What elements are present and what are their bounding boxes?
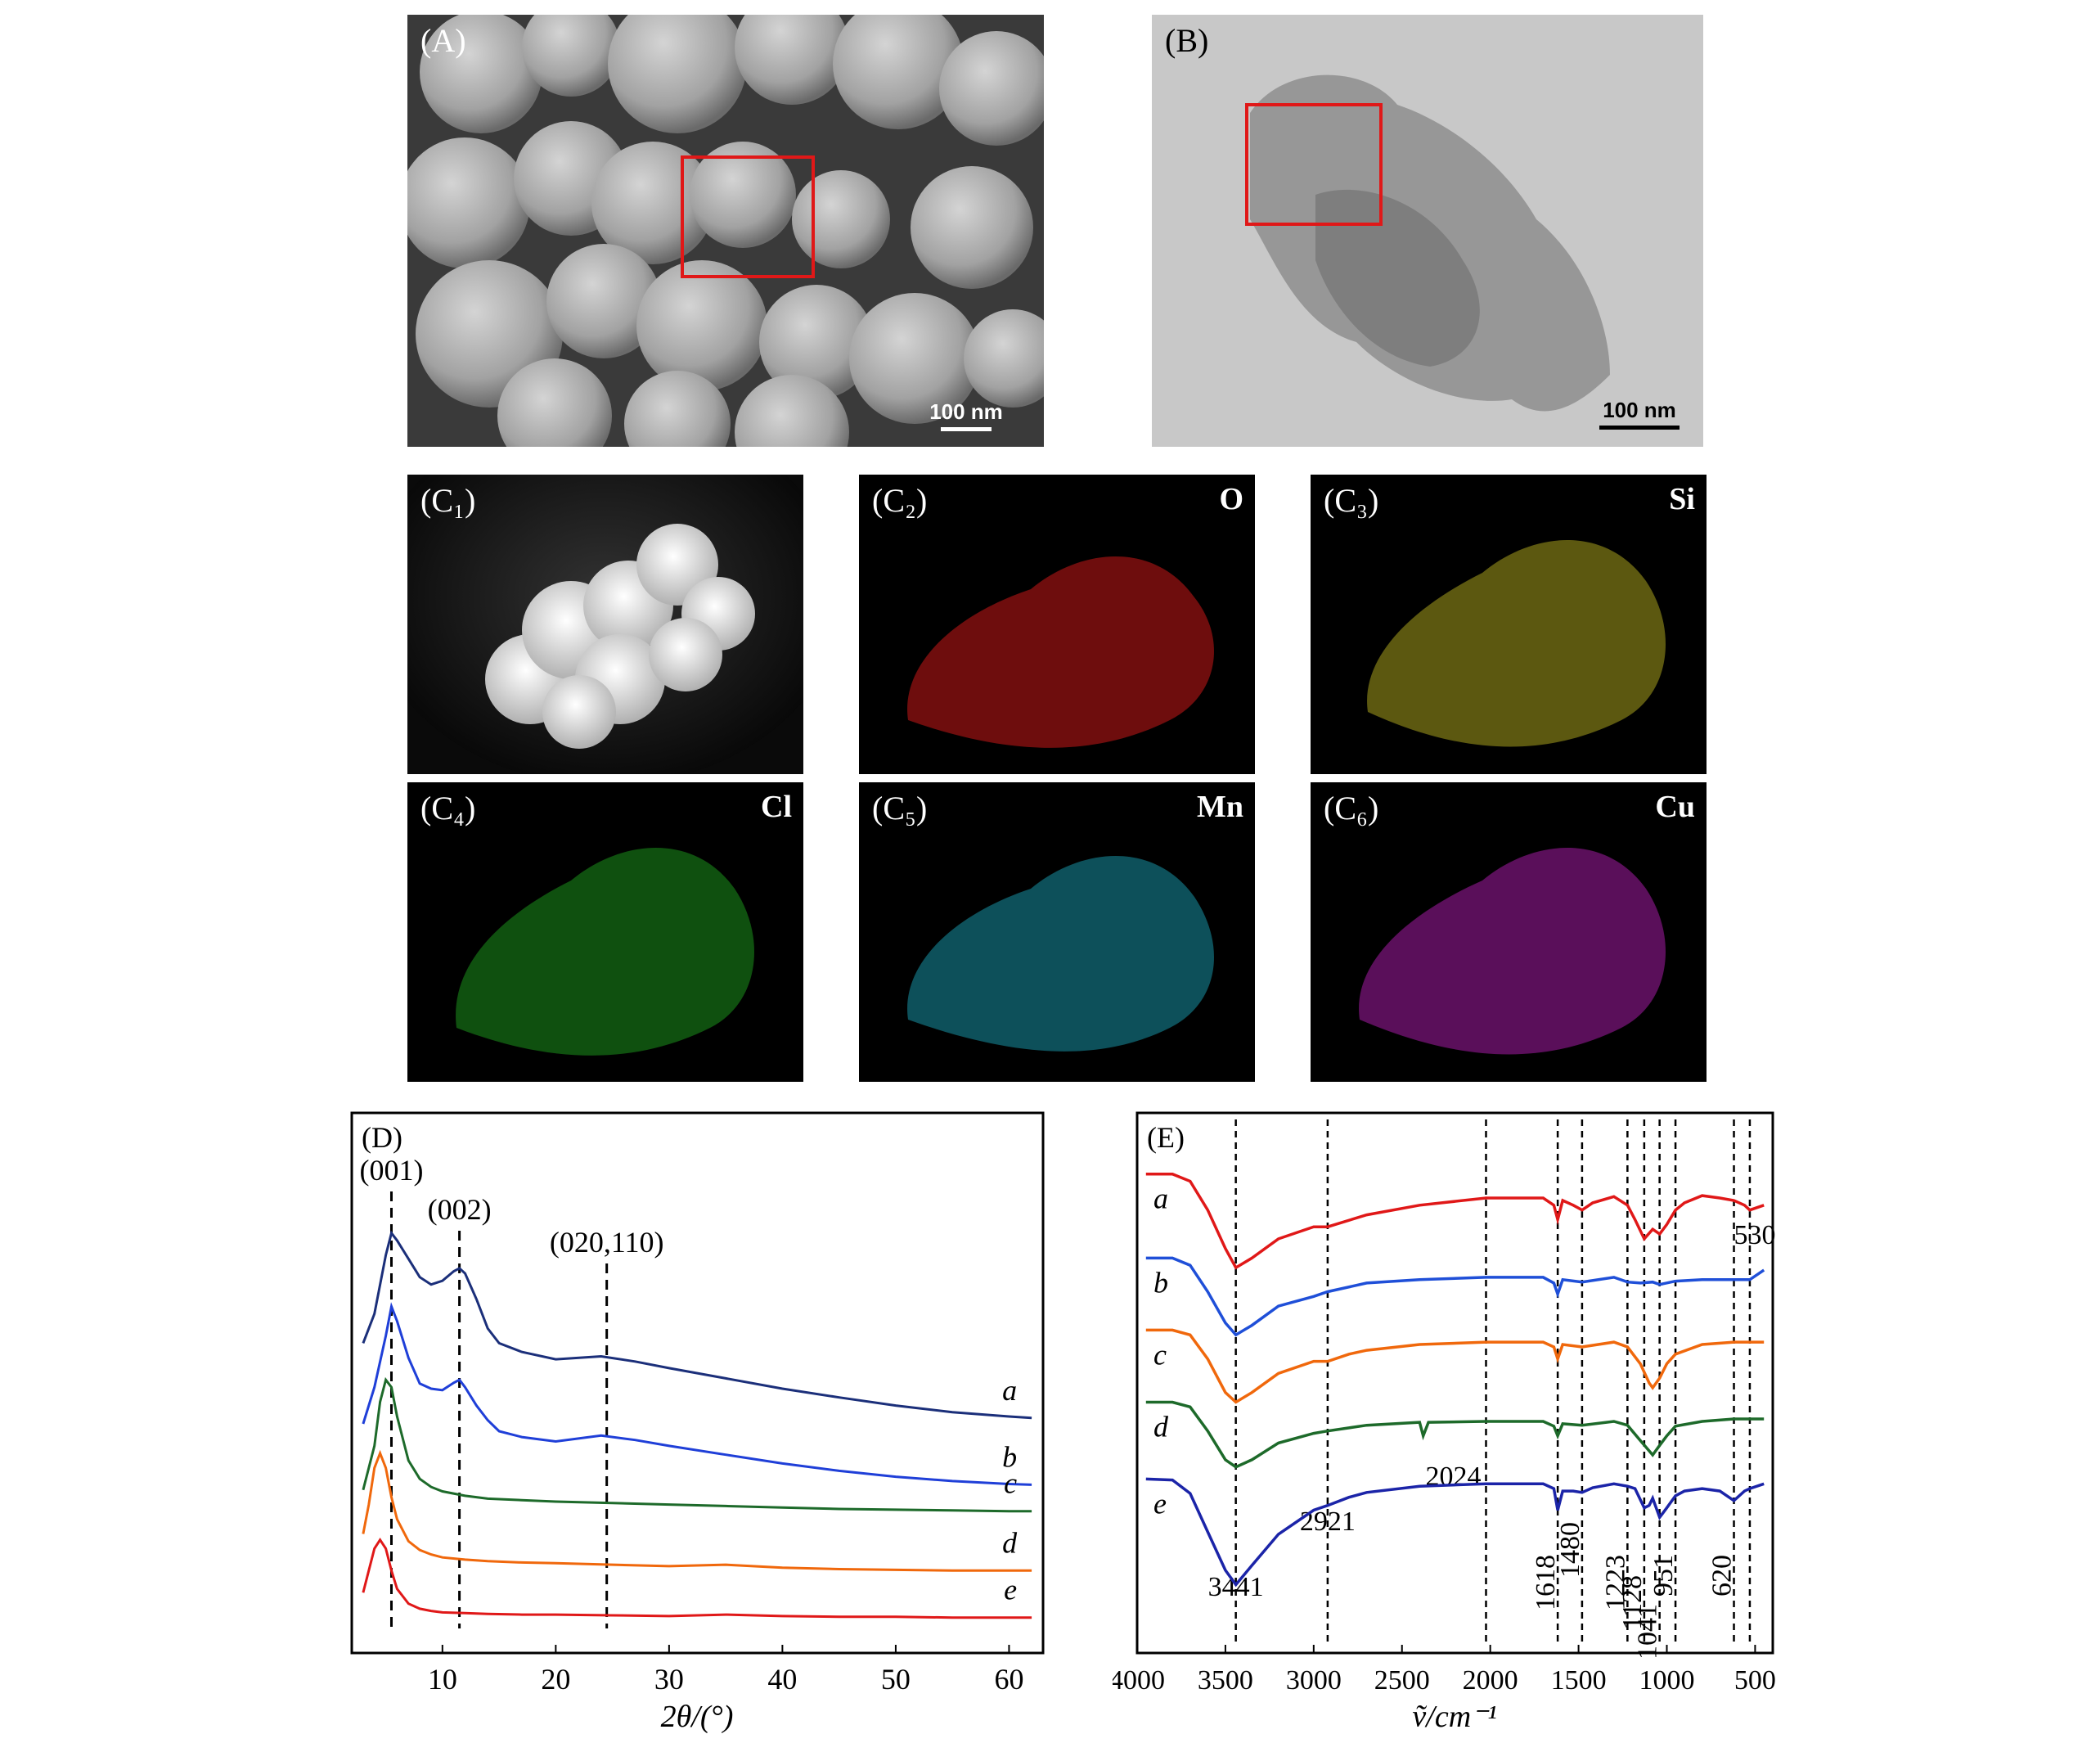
series-line-a [362, 1230, 1032, 1420]
x-tick-label: 3000 [1286, 1665, 1342, 1696]
panel-c1-label: (C₁) [420, 482, 476, 519]
panel-c2-label: (C₂) [872, 482, 928, 519]
element-label: Mn [1197, 790, 1243, 824]
series-line-d [1145, 1400, 1765, 1469]
x-tick-label: 10 [428, 1663, 457, 1696]
x-tick-label: 1500 [1551, 1665, 1607, 1696]
panel-c6-label: (C₆) [1324, 790, 1379, 826]
eds-map-mn-image [907, 856, 1214, 1052]
series-label-e: e [1153, 1487, 1167, 1520]
band-label: 1480 [1555, 1522, 1585, 1578]
x-tick-label: 40 [767, 1663, 797, 1696]
peak-label: (001) [359, 1154, 423, 1187]
series-label-a: a [1002, 1374, 1017, 1407]
panel-a-label: (A) [420, 22, 466, 59]
tem-sheet-image [1152, 15, 1703, 447]
series-line-b [1145, 1256, 1765, 1337]
series-line-e [362, 1537, 1032, 1619]
ftir-series: a b c d e [1145, 1172, 1765, 1588]
scale-bar-label: 100 nm [1603, 398, 1676, 422]
band-label: 951 [1648, 1555, 1679, 1597]
series-line-d [362, 1449, 1032, 1572]
eds-map-si-image [1367, 540, 1666, 747]
series-label-e: e [1004, 1574, 1017, 1606]
panel-d-label: (D) [362, 1121, 402, 1154]
x-axis-ticks: 10 20 30 40 50 60 [428, 1645, 1023, 1696]
region-of-interest-box [1245, 103, 1383, 226]
x-axis-label: ṽ/cm⁻¹ [1412, 1700, 1496, 1734]
haadf-particle-image [407, 475, 803, 774]
element-label: Cl [761, 790, 792, 824]
eds-map-cl: (C₄) Cl [407, 782, 803, 1082]
panel-e-label: (E) [1147, 1121, 1185, 1154]
panel-c5-label: (C₅) [872, 790, 928, 826]
x-tick-label: 3500 [1198, 1665, 1253, 1696]
series-label-d: d [1153, 1410, 1169, 1443]
series-line-c [1145, 1328, 1765, 1404]
plot-frame [350, 1111, 1045, 1655]
peak-annotations: (001)(002) (020,110) [359, 1154, 664, 1628]
eds-map-o-image [907, 556, 1214, 748]
element-label: Cu [1655, 790, 1695, 824]
series-line-e [1145, 1477, 1765, 1588]
peak-label: (020,110) [550, 1226, 664, 1259]
eds-map-o: (C₂) O [859, 475, 1255, 774]
region-of-interest-box [681, 155, 815, 278]
scale-bar: 100 nm [1590, 398, 1689, 430]
band-label: 620 [1707, 1555, 1738, 1597]
eds-map-cl-image [456, 848, 754, 1056]
x-tick-label: 20 [541, 1663, 570, 1696]
series-line-c [362, 1376, 1032, 1513]
x-tick-label: 50 [881, 1663, 911, 1696]
band-label: 530 [1734, 1220, 1775, 1250]
band-label: 1128 [1617, 1575, 1648, 1630]
series-label-c: c [1153, 1338, 1167, 1371]
x-tick-label: 30 [654, 1663, 684, 1696]
band-label: 1223 [1600, 1555, 1630, 1610]
series-label-b: b [1153, 1266, 1168, 1299]
series-label-a: a [1153, 1182, 1168, 1215]
panel-b-label: (B) [1165, 22, 1209, 59]
element-label: O [1219, 482, 1243, 516]
x-axis-label: 2θ/(°) [661, 1700, 734, 1734]
x-tick-label: 500 [1734, 1665, 1776, 1696]
x-tick-label: 2500 [1374, 1665, 1430, 1696]
x-axis-ticks: 4000 3500 3000 2500 2000 1500 1000 500 [1113, 1645, 1776, 1696]
eds-map-cu-image [1359, 848, 1666, 1055]
x-tick-label: 1000 [1639, 1665, 1695, 1696]
haadf-image-panel: (C₁) [407, 475, 803, 774]
band-label: 2024 [1425, 1462, 1481, 1492]
x-tick-label: 4000 [1113, 1665, 1165, 1696]
panel-c3-label: (C₃) [1324, 482, 1379, 519]
series-line-a [1145, 1172, 1765, 1270]
eds-map-si: (C₃) Si [1311, 475, 1707, 774]
scale-bar: 100 nm [921, 399, 1011, 431]
scale-bar-label: 100 nm [929, 399, 1003, 424]
peak-label: (002) [428, 1193, 492, 1226]
series-label-c: c [1004, 1467, 1017, 1500]
series-label-d: d [1002, 1526, 1018, 1559]
panel-c4-label: (C₄) [420, 790, 476, 826]
sem-particles-image [407, 15, 1044, 447]
sem-image-panel: (A) 100 nm [407, 15, 1044, 447]
series-label-b: b [1002, 1440, 1017, 1473]
band-label: 2921 [1300, 1507, 1356, 1537]
tem-image-panel: (B) 100 nm [1152, 15, 1703, 447]
eds-map-mn: (C₅) Mn [859, 782, 1255, 1082]
element-label: Si [1669, 482, 1695, 516]
band-label: 1618 [1531, 1555, 1561, 1610]
x-tick-label: 60 [994, 1663, 1023, 1696]
series-line-b [362, 1302, 1032, 1486]
x-tick-label: 2000 [1463, 1665, 1518, 1696]
band-label: 3441 [1208, 1572, 1264, 1602]
band-label: 1041 [1633, 1604, 1663, 1660]
plot-frame [1135, 1111, 1774, 1655]
eds-map-cu: (C₆) Cu [1311, 782, 1707, 1082]
